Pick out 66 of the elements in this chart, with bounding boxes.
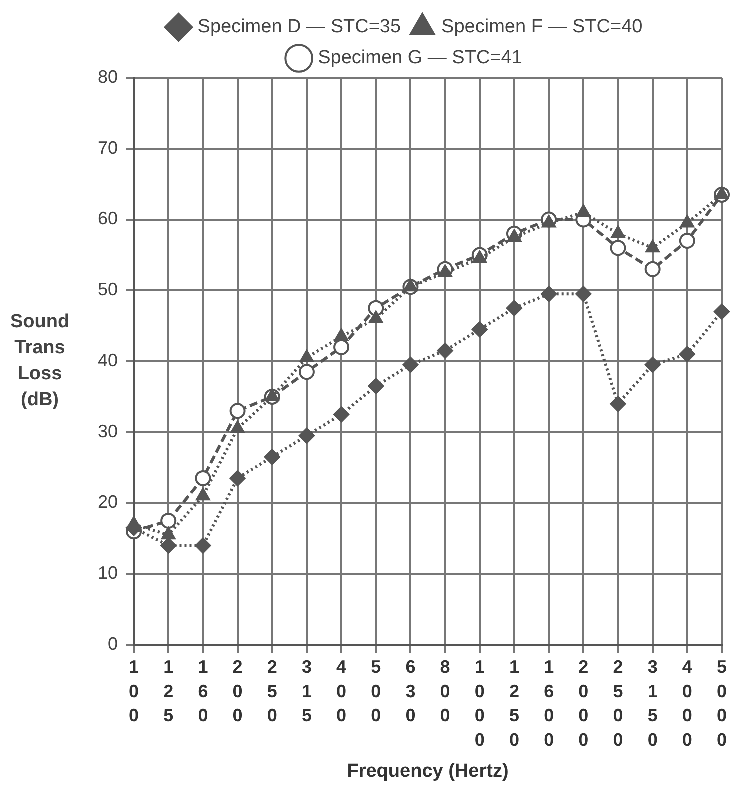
point [195, 538, 212, 554]
point [680, 215, 694, 228]
point [334, 406, 350, 423]
point [160, 512, 177, 529]
y-tick-label: 0 [108, 634, 118, 654]
x-tick-label: 2500 [613, 657, 624, 750]
x-axis-title: Frequency (Hertz) [347, 760, 509, 782]
x-tick-label: 1000 [474, 657, 485, 750]
x-tick-label: 2000 [578, 657, 589, 750]
x-tick-label: 160 [198, 657, 208, 726]
x-tick-label: 200 [232, 657, 243, 726]
point [472, 250, 487, 264]
point [541, 286, 558, 302]
x-tick-label: 5000 [716, 657, 728, 750]
point [576, 204, 591, 218]
point [368, 378, 384, 394]
point [230, 403, 246, 420]
point [402, 357, 419, 374]
x-tick-label: 500 [371, 657, 382, 726]
x-tick-label: 250 [267, 657, 278, 726]
point [298, 364, 315, 380]
x-tick-label: 100 [129, 657, 140, 726]
point [437, 342, 454, 359]
point [679, 233, 696, 250]
y-tick-label: 70 [98, 138, 118, 158]
y-tick-label: 30 [98, 421, 118, 442]
point [644, 261, 661, 278]
x-tick-label: 4000 [682, 657, 692, 750]
legend-label: Specimen D — STC=35 [198, 16, 402, 38]
x-tick-label: 1600 [544, 657, 554, 750]
y-tick-label: 10 [98, 563, 118, 584]
x-tick-label: 3150 [648, 657, 658, 750]
x-tick-label: 1250 [509, 657, 520, 750]
point [160, 538, 177, 554]
point [610, 240, 626, 256]
point [646, 240, 660, 253]
legend-label: Specimen G — STC=41 [318, 48, 522, 69]
point [714, 304, 730, 320]
y-tick-label: 50 [98, 280, 118, 300]
point [679, 346, 696, 362]
point [334, 339, 350, 356]
y-axis-title: Sound Trans Loss (dB) [10, 312, 70, 411]
y-tick-label: 80 [98, 66, 118, 87]
point [611, 226, 626, 238]
x-tick-label: 630 [406, 657, 416, 726]
y-tick-label: 60 [98, 208, 118, 229]
point [576, 286, 592, 302]
point [472, 322, 488, 338]
point [230, 470, 246, 486]
point [610, 396, 626, 412]
point [506, 300, 522, 316]
point [542, 215, 556, 228]
point [507, 229, 522, 242]
x-tick-label: 800 [440, 657, 450, 726]
point [264, 449, 280, 466]
x-tick-label: 400 [336, 657, 347, 726]
point [334, 328, 349, 342]
x-tick-label: 125 [164, 657, 174, 726]
y-tick-label: 20 [98, 492, 118, 512]
x-tick-label: 315 [302, 657, 312, 726]
point [644, 357, 661, 374]
point [438, 264, 452, 278]
legend-label: Specimen F — STC=40 [442, 16, 643, 38]
point [195, 470, 212, 486]
y-tick-label: 40 [98, 350, 118, 370]
point [298, 428, 315, 444]
